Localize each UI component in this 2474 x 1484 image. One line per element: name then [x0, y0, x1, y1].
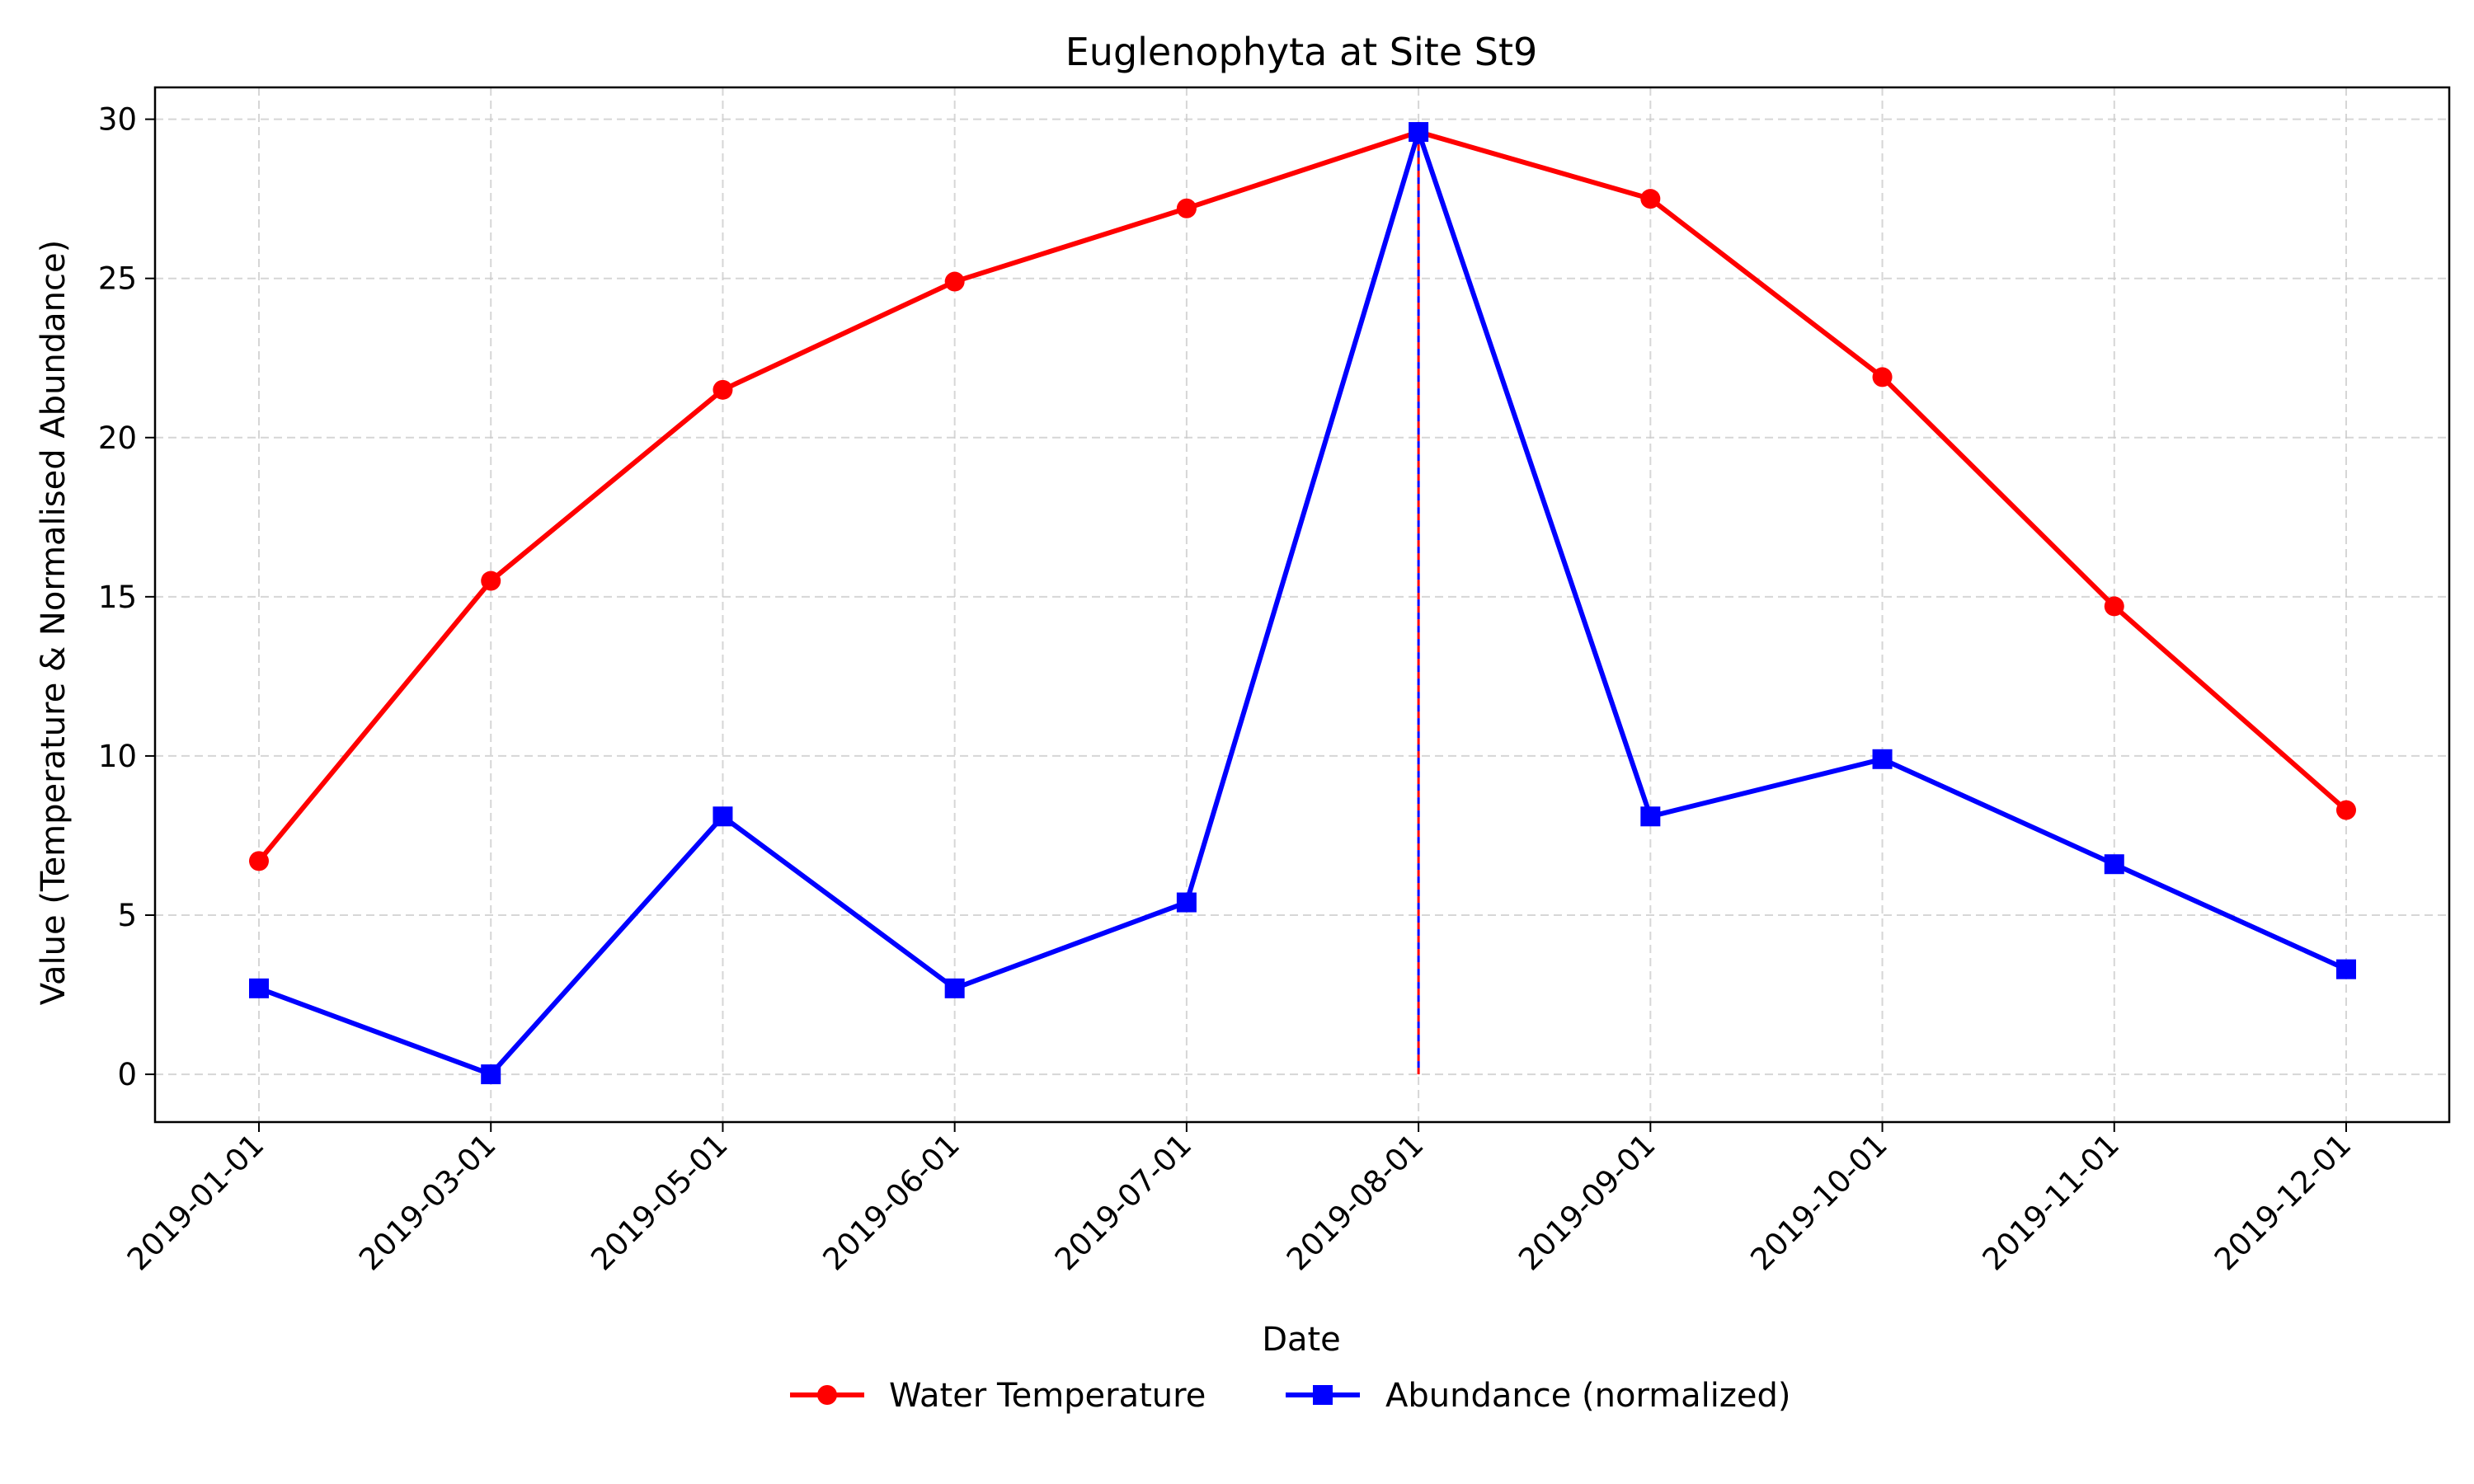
- series-line: [256, 129, 2348, 863]
- data-point: [2336, 800, 2356, 820]
- y-tick-label: 30: [98, 102, 137, 138]
- data-point: [713, 806, 733, 827]
- y-tick-label: 0: [117, 1057, 137, 1092]
- y-tick-label: 5: [117, 898, 137, 933]
- data-point: [249, 851, 269, 871]
- data-point: [944, 271, 965, 292]
- legend-label: Abundance (normalized): [1385, 1377, 1791, 1415]
- data-point: [1176, 892, 1197, 913]
- y-axis-label: Value (Temperature & Normalised Abundanc…: [35, 240, 73, 1005]
- y-tick-label: 15: [98, 580, 137, 615]
- series-line: [257, 129, 2348, 1078]
- data-point: [1872, 749, 1893, 769]
- data-point: [944, 978, 965, 998]
- y-tick-label: 20: [98, 420, 137, 456]
- data-point: [2336, 959, 2356, 979]
- data-point: [1176, 198, 1197, 218]
- legend-marker: [1313, 1385, 1333, 1405]
- data-point: [1409, 122, 1429, 143]
- data-point: [249, 978, 269, 998]
- plot-frame: [153, 86, 2451, 1124]
- legend-marker: [817, 1385, 837, 1405]
- data-point: [713, 379, 733, 400]
- data-point: [481, 571, 501, 591]
- data-point: [1872, 367, 1893, 387]
- data-point: [481, 1064, 501, 1085]
- series-layer: [249, 122, 2356, 1085]
- legend-label: Water Temperature: [889, 1377, 1206, 1415]
- y-tick-label: 10: [98, 739, 137, 774]
- data-point: [1640, 806, 1661, 827]
- data-point: [2104, 854, 2124, 875]
- chart-title: Euglenophyta at Site St9: [1065, 30, 1538, 74]
- y-tick-label: 25: [98, 261, 137, 297]
- x-axis-label: Date: [1262, 1321, 1341, 1359]
- legend: Water Temperature Abundance (normalized): [790, 1377, 1791, 1415]
- data-point: [2104, 596, 2124, 617]
- data-point: [1640, 189, 1661, 209]
